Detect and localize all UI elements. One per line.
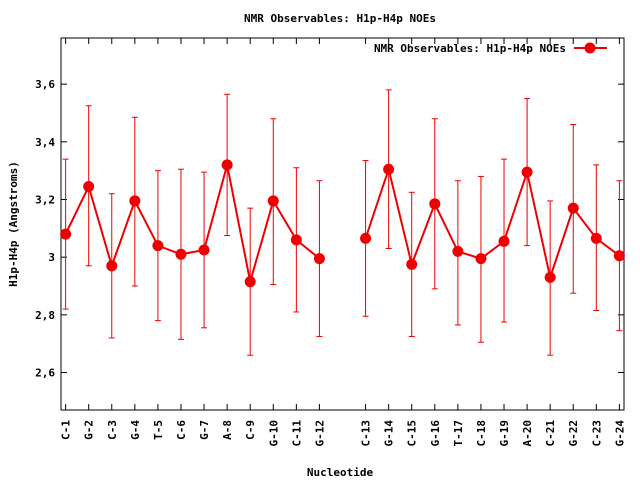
y-axis-label: H1p-H4p (Angstroms) <box>7 161 20 287</box>
data-point <box>406 258 418 270</box>
x-tick-label: A-20 <box>521 420 534 447</box>
y-tick-label: 2,6 <box>35 367 55 380</box>
x-tick-label: T-5 <box>152 420 165 440</box>
x-tick-label: G-7 <box>198 420 211 440</box>
data-point <box>521 166 533 178</box>
data-point <box>590 232 602 244</box>
data-point <box>221 159 233 171</box>
data-point <box>152 240 164 252</box>
x-tick-label: C-21 <box>544 420 557 447</box>
data-point <box>290 234 302 246</box>
data-point <box>83 181 95 193</box>
x-tick-label: G-14 <box>383 420 396 447</box>
data-point <box>129 195 141 207</box>
series-line <box>64 164 620 282</box>
x-axis: C-1 G-2 C-3 G-4 T-5 C-6 G-7 A-8 C-9 G-10 C-11 G-12 C… <box>60 38 626 447</box>
x-tick-label: G-19 <box>498 420 511 447</box>
x-tick-label: A-8 <box>221 420 234 440</box>
x-tick-label: G-4 <box>129 420 142 440</box>
x-tick-label: G-12 <box>313 420 326 447</box>
data-point <box>267 195 279 207</box>
y-tick-label: 3 <box>48 251 55 264</box>
data-point <box>452 245 464 257</box>
x-tick-label: T-17 <box>452 420 465 447</box>
data-point <box>313 253 325 265</box>
data-point <box>244 276 256 288</box>
x-tick-label: G-24 <box>613 420 626 447</box>
x-tick-label: G-10 <box>267 420 280 447</box>
data-point <box>60 228 72 240</box>
x-tick-label: C-18 <box>475 420 488 447</box>
x-tick-label: C-6 <box>175 420 188 440</box>
data-point <box>106 260 118 272</box>
x-tick-label: C-15 <box>406 420 419 447</box>
data-point <box>544 271 556 283</box>
x-tick-label: C-13 <box>360 420 373 447</box>
data-point <box>198 244 210 256</box>
x-tick-label: G-22 <box>567 420 580 447</box>
x-tick-label: C-11 <box>290 420 303 447</box>
series-segment <box>364 165 620 282</box>
data-point <box>360 232 372 244</box>
data-point <box>498 235 510 247</box>
legend-label: NMR Observables: H1p-H4p NOEs <box>374 42 566 55</box>
x-axis-label: Nucleotide <box>307 466 374 479</box>
data-point <box>175 248 187 260</box>
x-tick-label: C-1 <box>60 420 73 440</box>
data-point <box>475 253 487 265</box>
data-point <box>567 202 579 214</box>
chart-title: NMR Observables: H1p-H4p NOEs <box>244 12 436 25</box>
x-tick-label: G-16 <box>429 420 442 447</box>
x-tick-label: C-23 <box>590 420 603 447</box>
legend: NMR Observables: H1p-H4p NOEs <box>374 42 607 55</box>
data-points <box>60 159 625 288</box>
x-tick-label: G-2 <box>83 420 96 440</box>
x-tick-label: C-9 <box>244 420 257 440</box>
y-axis: 2,6 2,8 3 3,2 3,4 3,6 <box>35 78 624 380</box>
legend-marker <box>584 42 596 54</box>
data-point <box>383 163 395 175</box>
y-tick-label: 3,6 <box>35 78 55 91</box>
data-point <box>429 198 441 210</box>
series-segment <box>64 164 321 282</box>
y-tick-label: 2,8 <box>35 309 55 322</box>
plot-frame <box>60 37 625 411</box>
data-point <box>613 250 625 262</box>
x-tick-label: C-3 <box>106 420 119 440</box>
y-tick-label: 3,4 <box>35 136 55 149</box>
y-tick-label: 3,2 <box>35 193 55 206</box>
